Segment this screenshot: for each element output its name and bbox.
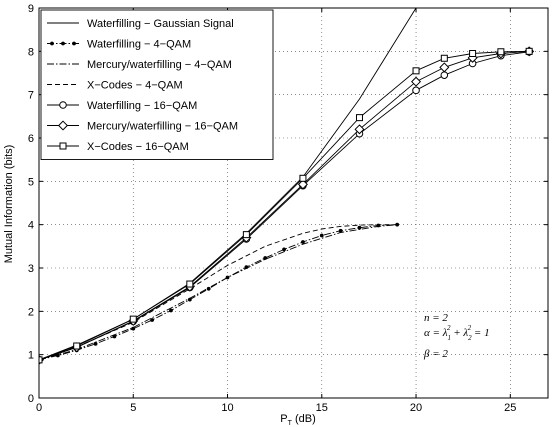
y-tick-label: 5 bbox=[28, 176, 34, 188]
legend-entry: Waterfilling − 4−QAM bbox=[47, 39, 191, 51]
series-line bbox=[39, 8, 417, 361]
series-point bbox=[357, 225, 362, 230]
series-point bbox=[131, 326, 136, 331]
legend-entry: Mercury/waterfilling − 16−QAM bbox=[47, 120, 238, 133]
series-point bbox=[439, 62, 450, 73]
y-tick-label: 0 bbox=[28, 393, 34, 405]
series-layer bbox=[39, 8, 535, 365]
series-point bbox=[282, 247, 286, 252]
y-tick-label: 9 bbox=[28, 3, 34, 15]
series-point bbox=[242, 231, 250, 239]
x-tick-label: 20 bbox=[410, 402, 422, 414]
series-4 bbox=[39, 224, 398, 361]
series-point bbox=[525, 47, 533, 55]
x-tick-label: 15 bbox=[316, 402, 328, 414]
series-point bbox=[129, 315, 137, 323]
x-tick-label: 10 bbox=[221, 402, 233, 414]
series-point bbox=[169, 308, 173, 313]
x-tick-label: 5 bbox=[130, 402, 136, 414]
legend-label: Mercury/waterfilling − 16−QAM bbox=[87, 121, 238, 133]
series-point bbox=[497, 48, 505, 56]
legend-label: Waterfilling − Gaussian Signal bbox=[87, 18, 234, 30]
y-tick-label: 7 bbox=[28, 90, 34, 102]
series-point bbox=[355, 114, 363, 122]
legend-entry: Waterfilling − 16−QAM bbox=[47, 100, 197, 112]
legend-label: Mercury/waterfilling − 4−QAM bbox=[87, 59, 232, 71]
series-point bbox=[187, 297, 192, 302]
legend-marker bbox=[57, 120, 69, 131]
y-tick-label: 6 bbox=[28, 133, 34, 145]
ticks: 0 5 10 15 20 25 0 1 2 3 4 5 6 7 8 9 bbox=[28, 3, 548, 414]
series-point bbox=[150, 318, 155, 322]
series-point bbox=[299, 174, 307, 182]
series-line bbox=[39, 50, 530, 361]
legend-label: X−Codes − 16−QAM bbox=[87, 141, 189, 153]
series-point bbox=[338, 228, 343, 233]
series-7 bbox=[39, 47, 533, 364]
legend-label: Waterfilling − 4−QAM bbox=[87, 39, 191, 51]
legend-entry: Waterfilling − Gaussian Signal bbox=[47, 18, 234, 30]
series-line bbox=[39, 224, 398, 361]
x-tick-label: 0 bbox=[36, 402, 42, 414]
y-axis-label: Mutual Information (bits) bbox=[3, 145, 15, 264]
legend-box bbox=[40, 9, 274, 160]
y-tick-label: 4 bbox=[28, 220, 34, 232]
y-tick-label: 3 bbox=[28, 263, 34, 275]
series-point bbox=[412, 67, 420, 75]
series-point bbox=[412, 86, 420, 95]
series-point bbox=[354, 124, 365, 135]
plot-frame bbox=[38, 7, 549, 399]
series-line bbox=[39, 50, 530, 361]
annotation-beta: β = 2 bbox=[423, 348, 448, 360]
legend: Waterfilling − Gaussian Signal Waterfilli… bbox=[40, 9, 274, 160]
series-point bbox=[319, 233, 324, 238]
annotation-block: n = 2 α = λ12 + λ22 = 1 β = 2 bbox=[423, 312, 490, 360]
y-tick-label: 2 bbox=[28, 306, 34, 318]
series-point bbox=[93, 341, 98, 346]
annotation-n: n = 2 bbox=[424, 312, 448, 324]
legend-marker bbox=[72, 41, 76, 46]
series-3 bbox=[39, 224, 398, 361]
legend-marker bbox=[50, 41, 54, 46]
legend-entry: X−Codes − 4−QAM bbox=[47, 80, 183, 92]
series-point bbox=[440, 71, 449, 79]
series-1 bbox=[39, 8, 417, 361]
series-point bbox=[39, 356, 43, 364]
y-tick-label: 1 bbox=[28, 350, 34, 362]
y-tick-label: 8 bbox=[28, 46, 34, 58]
series-point bbox=[186, 280, 194, 288]
series-point bbox=[73, 342, 81, 350]
series-point bbox=[263, 256, 268, 260]
series-point bbox=[440, 54, 448, 62]
series-line bbox=[39, 224, 398, 361]
legend-entry: Mercury/waterfilling − 4−QAM bbox=[47, 59, 232, 71]
legend-marker bbox=[59, 101, 67, 109]
series-point bbox=[297, 179, 308, 190]
legend-marker bbox=[59, 142, 67, 150]
legend-entry: X−Codes − 16−QAM bbox=[47, 141, 189, 153]
series-point bbox=[206, 286, 211, 291]
legend-label: Waterfilling − 16−QAM bbox=[87, 100, 197, 112]
series-point bbox=[469, 50, 477, 57]
legend-label: X−Codes − 4−QAM bbox=[87, 80, 183, 92]
legend-marker bbox=[61, 41, 65, 46]
x-axis-label: PT (dB) bbox=[280, 413, 315, 427]
series-point bbox=[301, 240, 305, 244]
series-line bbox=[39, 224, 398, 361]
x-tick-label: 25 bbox=[504, 402, 516, 414]
annotation-alpha: α = λ12 + λ22 = 1 bbox=[424, 324, 490, 342]
series-point bbox=[411, 76, 422, 87]
axes bbox=[38, 7, 549, 399]
